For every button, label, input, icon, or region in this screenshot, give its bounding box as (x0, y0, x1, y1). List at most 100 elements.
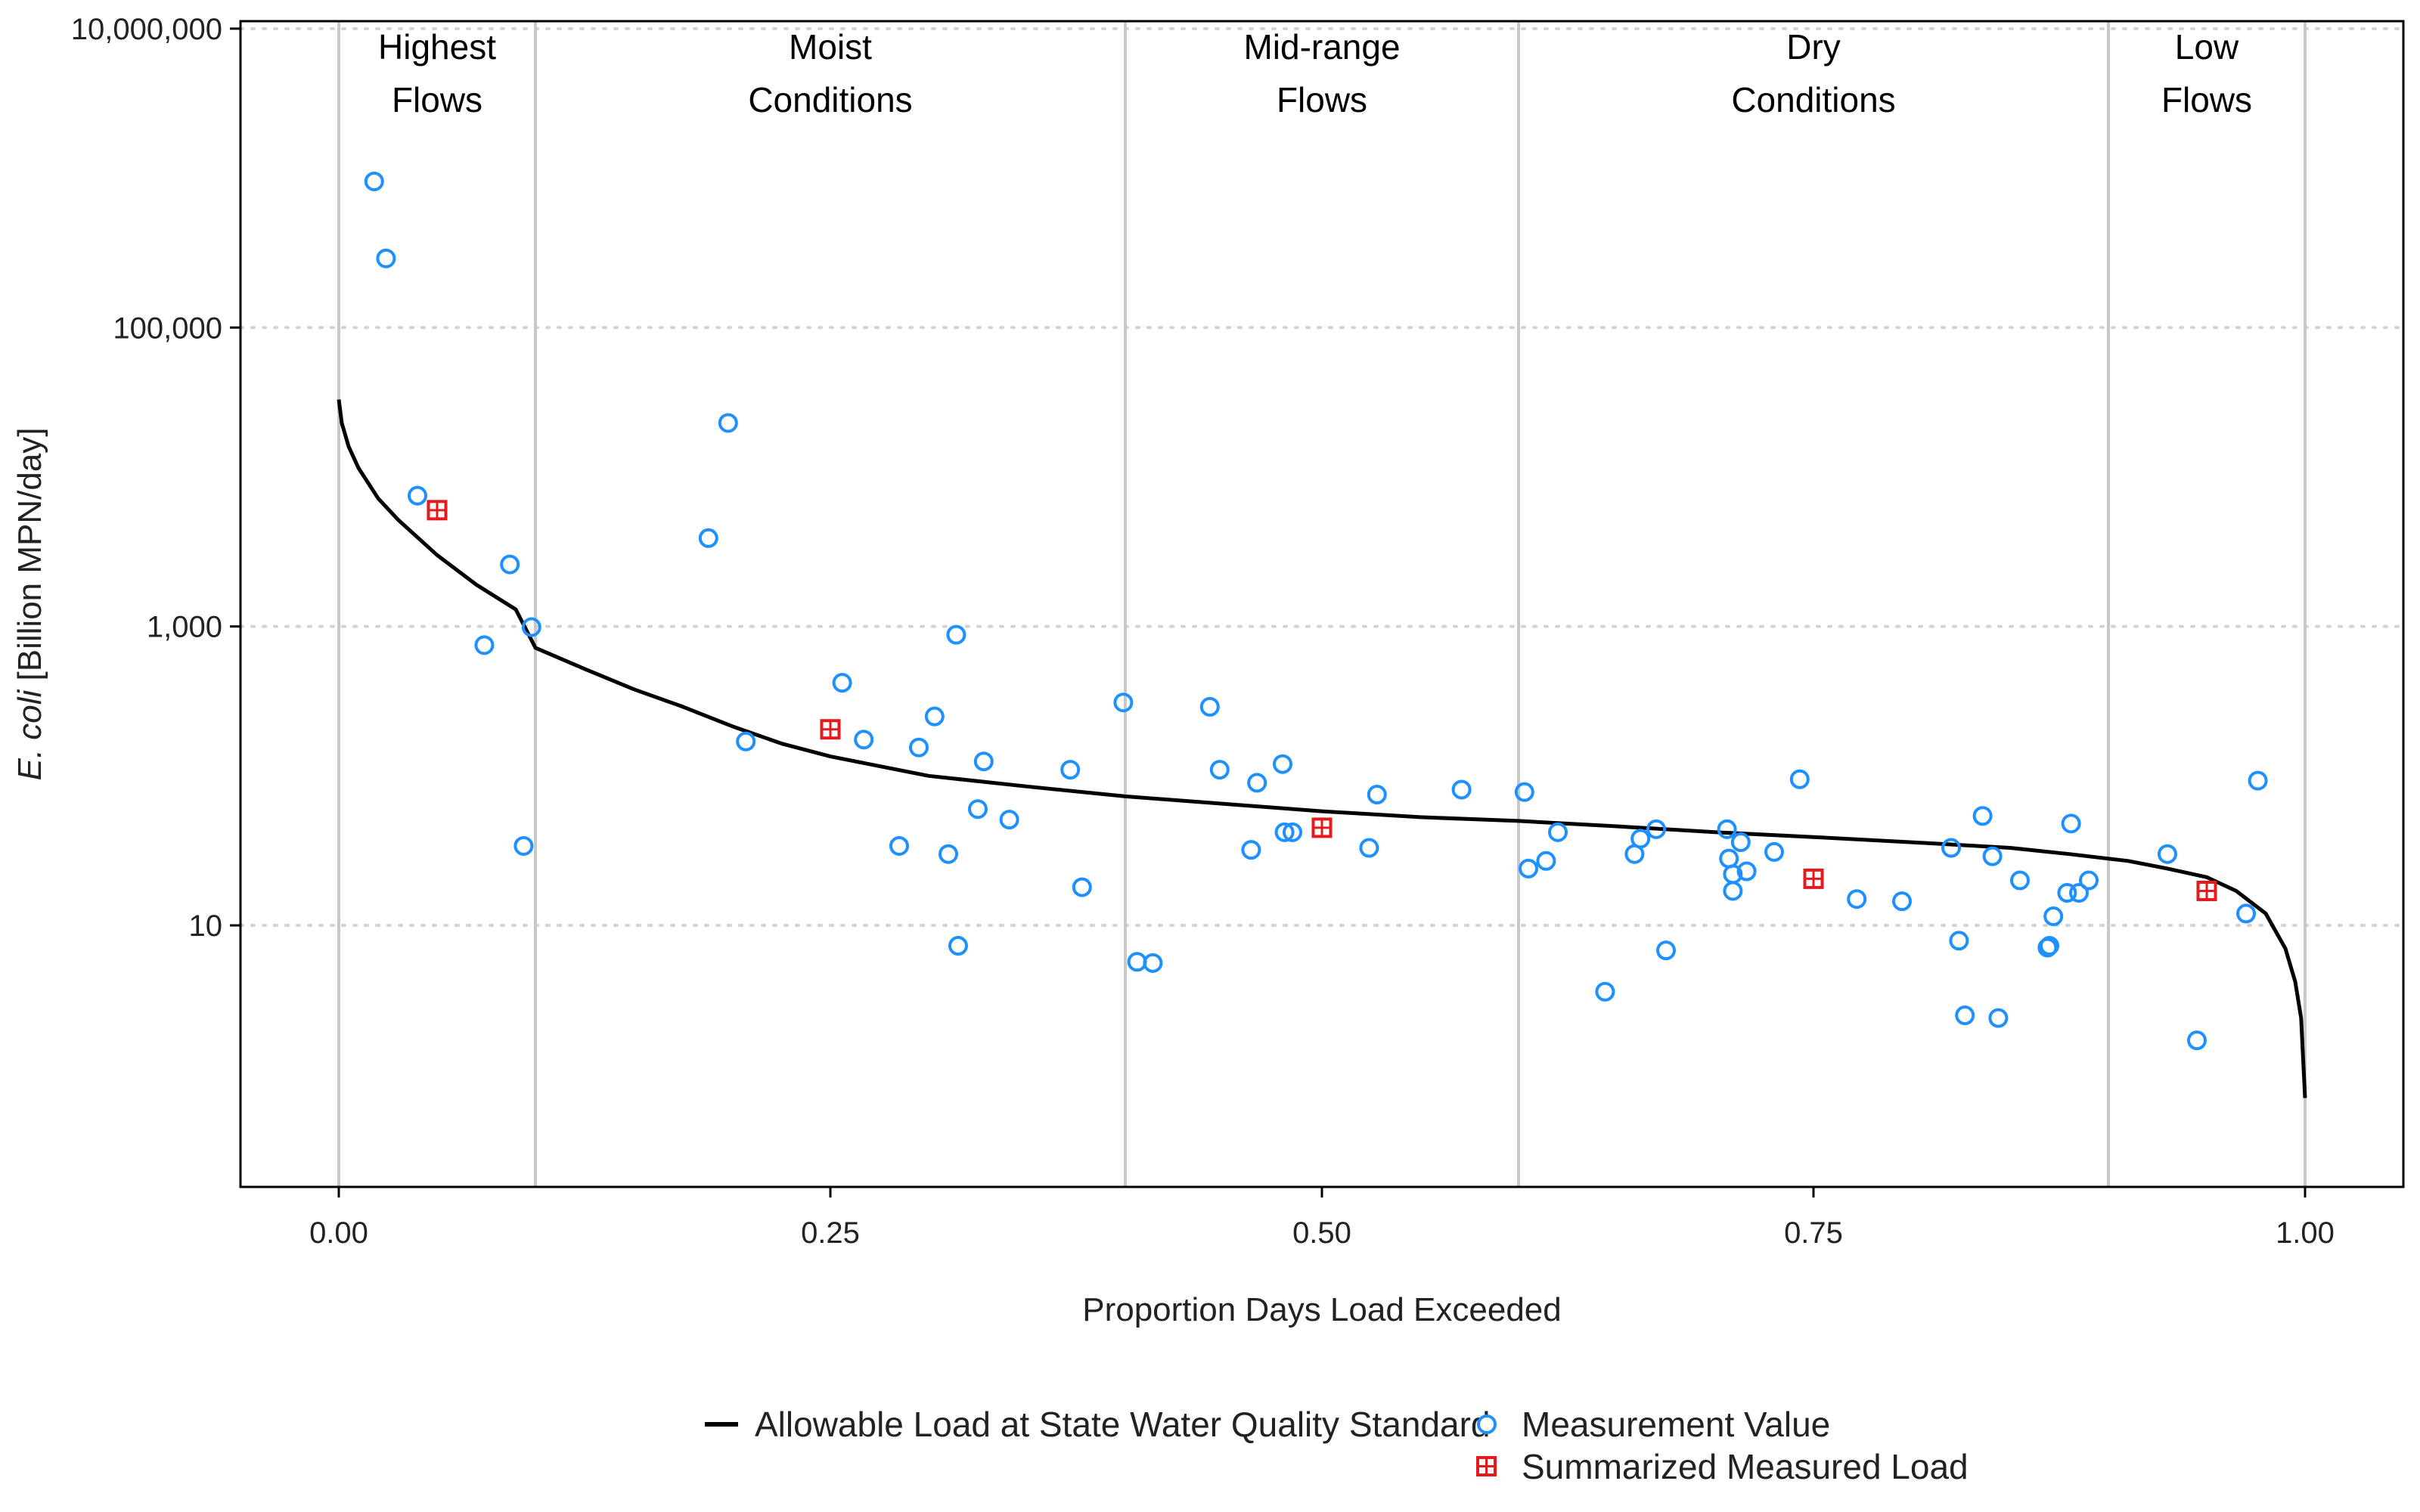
measurement-point (1273, 754, 1292, 774)
measurement-point (1847, 889, 1867, 909)
measurement-point (1367, 785, 1387, 805)
measurement-point (889, 835, 909, 856)
y-axis-title: E. coli [Billion MPN/day] (11, 427, 48, 780)
measurement-point (1630, 829, 1651, 849)
y-tick-label: 1,000 (147, 611, 222, 644)
measurement-point (1519, 858, 1538, 878)
measurement-point (1972, 806, 1993, 826)
measurement-point (1595, 981, 1615, 1002)
x-tick-label: 0.25 (801, 1216, 860, 1250)
measurement-point (1359, 838, 1379, 858)
measurement-point (376, 248, 396, 268)
measurement-point (513, 835, 534, 856)
measurement-point (1247, 773, 1267, 793)
x-tick-label: 0.75 (1784, 1216, 1843, 1250)
measurement-point (2037, 937, 2058, 958)
measurement-point (2061, 813, 2081, 834)
measurement-point (939, 844, 958, 864)
measurement-point (948, 936, 968, 956)
measurement-point (2187, 1030, 2207, 1051)
measurement-point (973, 751, 994, 772)
measurement-point (2236, 903, 2256, 924)
measurement-point (1723, 881, 1743, 901)
zone-label: Moist (789, 27, 872, 67)
measurement-point (832, 673, 852, 693)
legend-label-measurement: Measurement Value (1522, 1405, 1830, 1444)
measurement-point (1764, 841, 1784, 862)
measurement-point (946, 624, 966, 645)
measurement-point (736, 731, 756, 751)
measurement-point (500, 554, 520, 575)
measurement-point (2079, 870, 2099, 891)
measurement-point (1241, 840, 1261, 860)
measurement-points (364, 171, 2268, 1051)
measurement-point (968, 799, 988, 820)
allowable-load-line (337, 399, 2307, 1098)
summary-point (1803, 868, 1824, 889)
measurement-point (1072, 877, 1092, 897)
legend-label-curve: Allowable Load at State Water Quality St… (755, 1405, 1491, 1444)
flow-zone-labels: Highest Flows Moist Conditions Mid-range Flow… (378, 27, 2252, 119)
measurement-point (474, 635, 495, 655)
measurement-point (2158, 844, 2177, 864)
measurement-point (698, 528, 718, 548)
measurement-point (1548, 822, 1568, 842)
measurement-point (364, 171, 384, 191)
measurement-point (1949, 931, 1969, 951)
zone-label: Highest (378, 27, 496, 67)
measurement-point (1730, 832, 1751, 853)
zone-label: Conditions (1731, 80, 1895, 119)
x-axis-title: Proportion Days Load Exceeded (1082, 1291, 1562, 1328)
zone-label: Conditions (748, 80, 912, 119)
measurement-point (1656, 940, 1676, 961)
measurement-point (1892, 891, 1912, 912)
legend-key-summary (1476, 1456, 1497, 1476)
zone-label: Flows (1277, 80, 1367, 119)
legend-key-measurement (1477, 1414, 1497, 1434)
measurement-point (1988, 1008, 2009, 1028)
legend: Allowable Load at State Water Quality St… (705, 1405, 1969, 1486)
measurement-point (909, 737, 929, 758)
measurement-point (1789, 769, 1810, 789)
measurement-point (1717, 819, 1737, 839)
summary-point (427, 500, 448, 521)
summary-point (820, 719, 841, 740)
measurement-point (1451, 779, 1472, 800)
zone-label: Low (2175, 27, 2239, 67)
measurement-point (521, 617, 541, 637)
measurement-point (1736, 861, 1757, 881)
measurement-point (2010, 870, 2030, 891)
measurement-point (1060, 760, 1081, 780)
summary-point (1311, 817, 1333, 838)
allowable-load-curve (337, 399, 2307, 1098)
measurement-point (1283, 822, 1302, 842)
zone-label: Mid-range (1243, 27, 1400, 67)
grid-lines (239, 26, 2405, 928)
measurement-point (854, 730, 874, 750)
measurement-point (1209, 760, 1230, 780)
measurement-point (1514, 782, 1534, 802)
measurement-point (924, 706, 945, 727)
measurement-point (408, 485, 427, 506)
measurement-point (1941, 838, 1961, 858)
x-axis-ticks: 0.00 0.25 0.50 0.75 1.00 (309, 1187, 2335, 1250)
measurement-point (1143, 953, 1163, 973)
zone-label: Flows (2161, 80, 2252, 119)
x-tick-label: 0.00 (309, 1216, 368, 1250)
measurement-point (1274, 822, 1295, 842)
y-axis-title-organism: E. coli (11, 689, 48, 780)
measurement-point (2069, 883, 2089, 903)
measurement-point (2040, 936, 2059, 956)
summary-point (2196, 880, 2217, 901)
measurement-point (1199, 696, 1220, 717)
zone-label: Dry (1786, 27, 1841, 67)
measurement-point (1982, 846, 2003, 866)
legend-label-summary: Summarized Measured Load (1522, 1447, 1969, 1486)
summarized-load-points (427, 500, 2217, 901)
measurement-point (2057, 883, 2077, 903)
y-tick-label: 10,000,000 (71, 13, 222, 46)
measurement-point (1955, 1005, 1975, 1026)
x-tick-label: 1.00 (2276, 1216, 2335, 1250)
